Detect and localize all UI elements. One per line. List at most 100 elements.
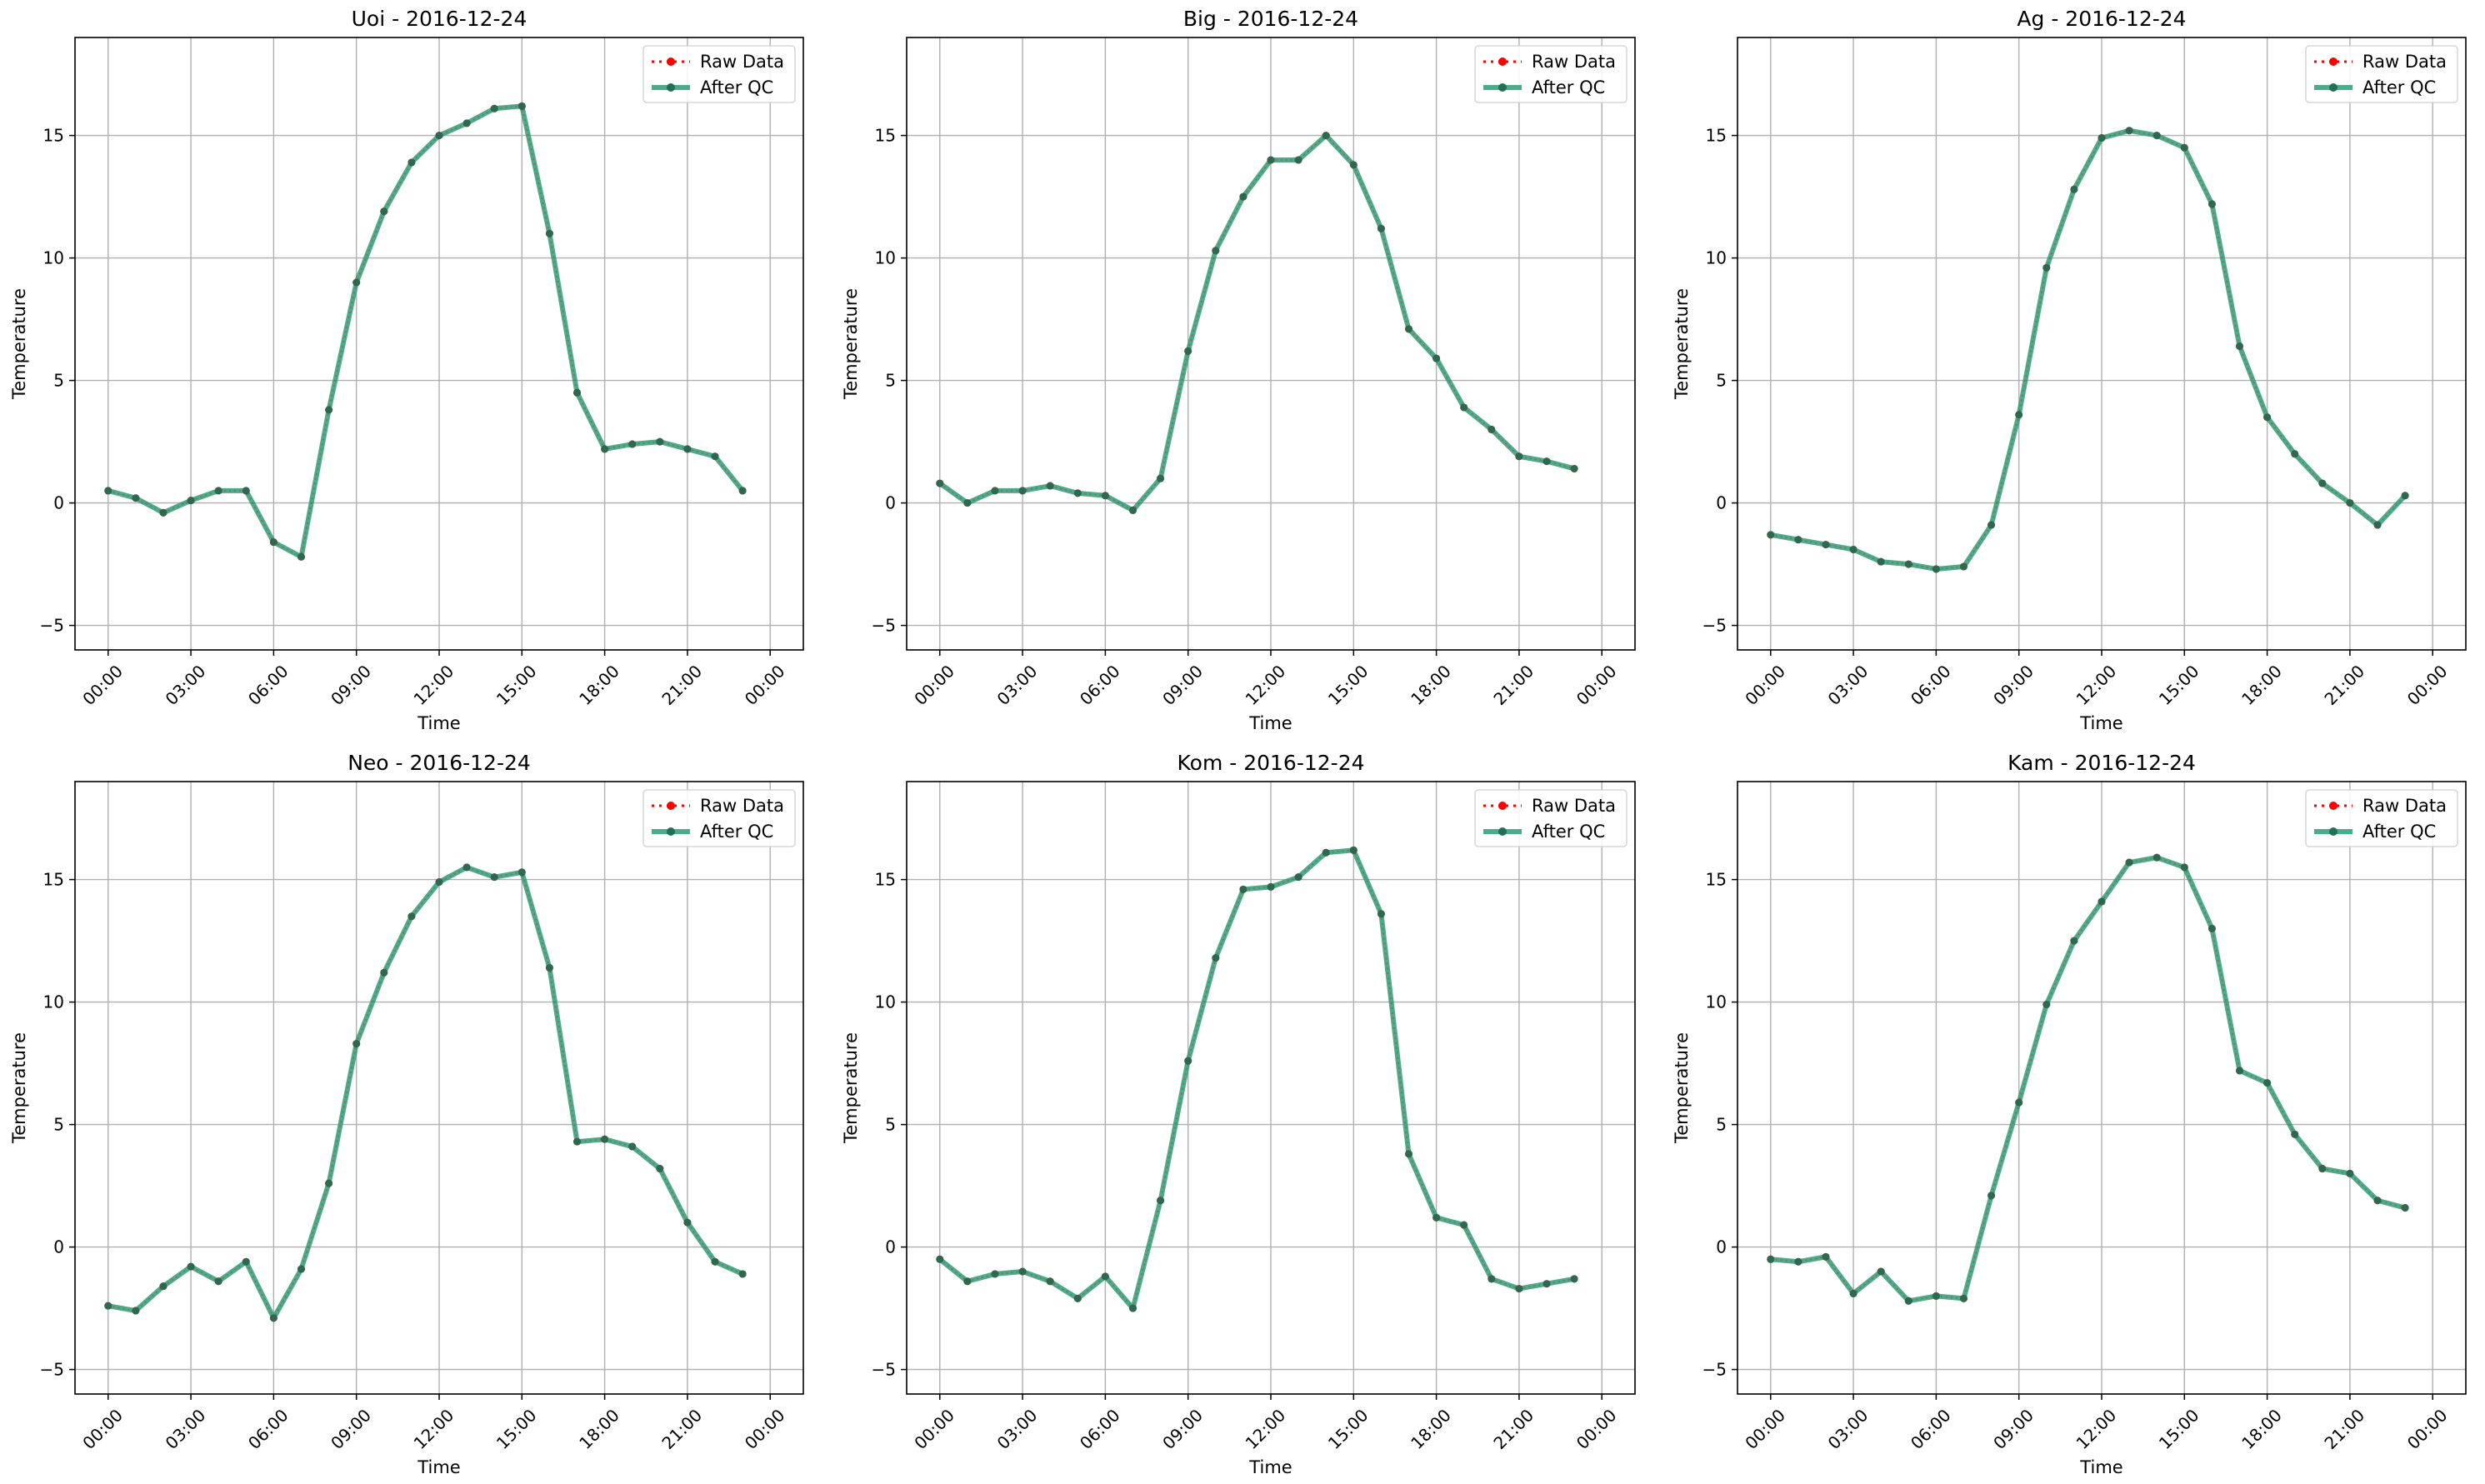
after-qc-point <box>2015 1098 2023 1107</box>
series-after-qc-line <box>937 847 1578 1312</box>
after-qc-point <box>738 487 747 495</box>
y-tick-label: 10 <box>1706 248 1727 268</box>
after-qc-point <box>711 1257 719 1266</box>
legend-raw-label: Raw Data <box>2362 796 2447 816</box>
y-tick-label: 0 <box>1716 493 1727 513</box>
x-tick-label: 00:00 <box>78 1405 127 1453</box>
after-qc-point <box>1849 545 1858 553</box>
x-tick-label: 00:00 <box>1572 661 1621 709</box>
after-qc-point <box>601 1135 609 1143</box>
x-tick-label: 15:00 <box>2155 1405 2203 1453</box>
after-qc-point <box>1377 910 1385 918</box>
after-qc-point <box>1460 403 1468 412</box>
after-qc-point <box>2208 200 2216 208</box>
after-qc-point <box>2318 479 2327 487</box>
after-qc-point <box>269 538 278 547</box>
x-tick-label: 03:00 <box>993 661 1042 709</box>
legend-raw-label: Raw Data <box>2362 52 2447 72</box>
x-tick-label: 21:00 <box>658 1405 706 1453</box>
after-qc-point <box>1349 161 1358 169</box>
x-tick-label: 06:00 <box>1907 1405 1955 1453</box>
x-tick-label: 18:00 <box>1407 1405 1455 1453</box>
x-tick-label: 00:00 <box>1741 1405 1789 1453</box>
y-tick-label: 15 <box>1706 870 1727 890</box>
x-tick-label: 00:00 <box>78 661 127 709</box>
after-qc-point <box>1570 1275 1578 1283</box>
subplot-1: 00:00 03:00 06:00 09:00 12:00 15:00 18:00 21:00… <box>9 7 804 733</box>
y-tick-label: 10 <box>43 248 64 268</box>
y-tick-label: −5 <box>40 616 64 636</box>
after-qc-point <box>1488 1275 1496 1283</box>
y-tick-label: 5 <box>885 371 896 391</box>
after-qc-point <box>2125 127 2133 135</box>
after-qc-point <box>1267 156 1275 164</box>
after-qc-point <box>352 278 361 287</box>
after-qc-point <box>2263 1079 2272 1087</box>
after-qc-point <box>297 1265 305 1273</box>
after-qc-point <box>1767 531 1775 539</box>
legend-qc-marker <box>1498 83 1507 92</box>
after-qc-point <box>936 1255 944 1263</box>
after-qc-point <box>1405 1150 1413 1158</box>
after-qc-point <box>1212 954 1220 962</box>
after-qc-point <box>1988 1192 1996 1200</box>
after-qc-point <box>1322 848 1330 857</box>
x-tick-label: 06:00 <box>1076 661 1124 709</box>
x-tick-label: 00:00 <box>2403 661 2452 709</box>
x-tick-label: 09:00 <box>327 1405 375 1453</box>
legend-qc-label: After QC <box>1532 77 1605 97</box>
after-qc-point <box>2401 1204 2409 1212</box>
after-qc-point <box>1432 1213 1441 1222</box>
x-tick-label: 00:00 <box>1741 661 1789 709</box>
after-qc-point <box>1239 885 1248 893</box>
series-after-qc-line <box>937 132 1578 513</box>
after-qc-point <box>601 445 609 453</box>
chart-title: Big - 2016-12-24 <box>1183 7 1358 31</box>
legend-raw-marker <box>667 802 675 810</box>
after-qc-point <box>518 102 526 110</box>
legend-qc-label: After QC <box>2362 822 2436 842</box>
after-qc-point <box>683 445 692 453</box>
after-qc-point <box>1488 425 1496 433</box>
legend-qc-marker <box>667 83 675 92</box>
chart-title: Uoi - 2016-12-24 <box>352 7 528 31</box>
legend-raw-marker <box>1498 57 1507 66</box>
after-qc-point <box>269 1314 278 1322</box>
legend-raw-marker <box>2329 802 2338 810</box>
after-qc-point <box>2291 450 2299 458</box>
legend-raw-label: Raw Data <box>1532 796 1616 816</box>
after-qc-point <box>1515 1285 1523 1293</box>
after-qc-point <box>963 499 972 507</box>
chart-title: Kom - 2016-12-24 <box>1178 751 1365 775</box>
after-qc-point <box>1322 132 1330 140</box>
after-qc-point <box>1349 846 1358 854</box>
series-raw-data-line <box>1770 129 2406 570</box>
legend-qc-label: After QC <box>700 822 773 842</box>
y-tick-label: 0 <box>1716 1237 1727 1257</box>
after-qc-point <box>297 552 305 561</box>
x-tick-label: 03:00 <box>1824 661 1872 709</box>
after-qc-point <box>1377 224 1385 232</box>
after-qc-point <box>1794 1257 1802 1266</box>
series-raw-data-line <box>939 134 1575 512</box>
x-tick-label: 00:00 <box>1572 1405 1621 1453</box>
after-qc-point <box>408 912 416 921</box>
legend-qc-label: After QC <box>700 77 773 97</box>
after-qc-point <box>1877 1267 1885 1276</box>
after-qc-point <box>104 487 112 495</box>
after-qc-point <box>435 878 443 887</box>
after-qc-point <box>408 158 416 167</box>
after-qc-point <box>1239 192 1248 201</box>
after-qc-point <box>1822 541 1830 549</box>
after-qc-point <box>1904 560 1912 568</box>
after-qc-point <box>1405 325 1413 333</box>
after-qc-point <box>1128 1304 1137 1312</box>
x-axis-label: Time <box>417 713 460 733</box>
series-raw-data-line <box>108 866 743 1321</box>
after-qc-point <box>1184 347 1192 355</box>
x-tick-label: 15:00 <box>1324 661 1372 709</box>
after-qc-point <box>352 1040 361 1048</box>
after-qc-point <box>628 440 637 448</box>
x-tick-label: 15:00 <box>1324 1405 1372 1453</box>
after-qc-point <box>1267 882 1275 891</box>
